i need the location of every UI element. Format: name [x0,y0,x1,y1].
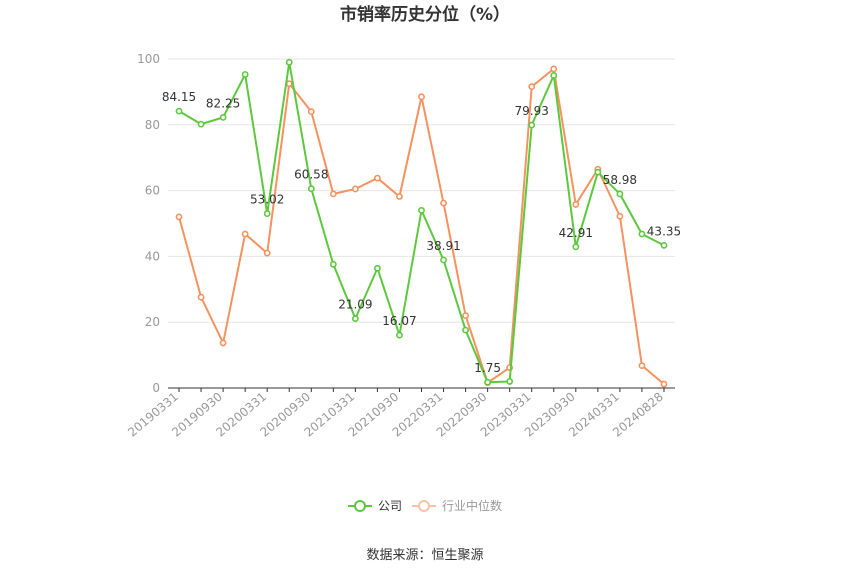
legend-industry-label: 行业中位数 [442,498,502,513]
industry-median-point[interactable] [418,93,425,101]
industry-median-point[interactable] [197,293,205,301]
legend-company-label: 公司 [378,499,402,513]
y-tick-label: 0 [152,381,160,395]
company-point[interactable] [528,121,536,129]
y-tick-label: 20 [145,315,160,329]
company-point[interactable] [175,107,183,115]
company-data-label: 21.09 [338,298,372,312]
industry-median-point[interactable] [528,83,536,91]
industry-median-point[interactable] [440,199,447,207]
company-point[interactable] [638,230,646,238]
company-data-label: 84.15 [162,90,196,104]
industry-median-point[interactable] [374,174,381,182]
legend-company-swatch-marker [354,500,366,512]
company-point[interactable] [462,326,469,334]
industry-median-point[interactable] [263,249,271,257]
series-company [175,58,668,386]
company-point[interactable] [307,185,315,193]
company-point[interactable] [374,264,381,272]
legend-industry-swatch-marker [418,500,430,512]
industry-median-point[interactable] [285,80,293,88]
data-labels: 84.15 82.25 53.02 60.58 21.09 16.07 38.91 1.75 7… [162,90,681,375]
company-point[interactable] [197,120,205,128]
industry-median-point[interactable] [241,230,249,238]
series-group [175,58,668,388]
industry-median-point[interactable] [660,380,668,388]
company-point[interactable] [594,168,602,176]
industry-median-point[interactable] [329,190,337,198]
company-point[interactable] [616,190,624,198]
company-point[interactable] [329,260,337,268]
company-point[interactable] [484,378,492,386]
industry-median-point[interactable] [396,193,403,200]
legend-item-industry-median[interactable]: 行业中位数 [412,498,502,513]
industry-median-point[interactable] [462,312,469,320]
company-data-label: 38.91 [426,239,460,253]
company-point[interactable] [219,113,227,121]
industry-median-point[interactable] [351,185,359,193]
legend-item-company[interactable]: 公司 [348,499,402,513]
company-data-label: 58.98 [603,173,637,187]
industry-median-point[interactable] [638,362,646,370]
y-tick-label: 100 [137,52,160,66]
company-data-label: 43.35 [647,224,681,238]
company-point[interactable] [285,58,293,66]
industry-median-point[interactable] [616,212,624,220]
data-source-note: 数据来源：恒生聚源 [366,548,483,563]
company-data-label: 82.25 [206,96,240,110]
industry-median-point[interactable] [550,65,558,73]
industry-median-point[interactable] [219,339,227,347]
company-point[interactable] [263,210,271,217]
industry-median-point[interactable] [307,108,315,116]
company-point[interactable] [418,206,425,214]
y-tick-label: 40 [145,249,160,263]
industry-median-point[interactable] [175,213,183,221]
company-data-label: 42.91 [559,226,593,240]
series-company-line [178,62,665,384]
company-data-label: 60.58 [294,168,328,182]
company-point[interactable] [396,331,403,339]
company-point[interactable] [660,241,668,249]
company-data-label: 16.07 [382,314,416,328]
industry-median-point[interactable] [572,201,580,208]
company-data-label: 53.02 [250,193,284,207]
legend: 公司 行业中位数 [348,498,502,513]
company-point[interactable] [440,256,447,264]
y-tick-label: 60 [145,184,160,198]
company-point[interactable] [351,315,359,323]
company-data-label: 79.93 [515,104,549,118]
company-point[interactable] [241,71,249,78]
company-point[interactable] [506,378,514,385]
chart-title: 市销率历史分位（%） [340,4,510,25]
company-point[interactable] [572,243,580,251]
series-industry-median [175,65,668,388]
y-tick-label: 80 [145,118,160,132]
company-data-label: 1.75 [474,361,501,375]
company-point[interactable] [550,72,558,79]
